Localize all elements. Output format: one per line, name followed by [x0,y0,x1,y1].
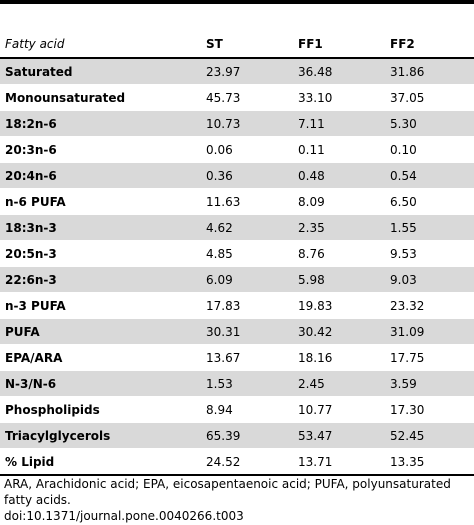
row-label: n-6 PUFA [0,188,201,215]
doi-text: doi:10.1371/journal.pone.0040266.t003 [4,509,244,523]
cell-value: 52.45 [385,422,474,449]
header-row: Fatty acid ST FF1 FF2 [0,31,474,59]
table-row: n-6 PUFA 11.63 8.09 6.50 [0,188,474,215]
row-label: 22:6n-3 [0,266,201,293]
row-label: N-3/N-6 [0,370,201,397]
cell-value: 3.59 [385,370,474,397]
column-header: Fatty acid [0,31,201,59]
column-header: FF1 [293,31,385,59]
cell-value: 36.48 [293,58,385,85]
cell-value: 0.10 [385,136,474,163]
cell-value: 1.53 [201,370,293,397]
fatty-acid-table: Fatty acid ST FF1 FF2 Saturated 23.97 36.4… [0,31,474,476]
cell-value: 2.35 [293,214,385,241]
cell-value: 30.42 [293,318,385,345]
table-footnote: ARA, Arachidonic acid; EPA, eicosapentae… [4,477,451,507]
cell-value: 10.77 [293,396,385,423]
table-row: PUFA 30.31 30.42 31.09 [0,318,474,345]
table-row: N-3/N-6 1.53 2.45 3.59 [0,370,474,397]
cell-value: 23.97 [201,58,293,85]
cell-value: 13.67 [201,344,293,371]
table-row: 20:4n-6 0.36 0.48 0.54 [0,162,474,189]
cell-value: 18.16 [293,344,385,371]
cell-value: 9.53 [385,240,474,267]
cell-value: 30.31 [201,318,293,345]
cell-value: 24.52 [201,448,293,476]
cell-value: 9.03 [385,266,474,293]
cell-value: 0.36 [201,162,293,189]
table-row: 22:6n-3 6.09 5.98 9.03 [0,266,474,293]
cell-value: 5.98 [293,266,385,293]
row-label: 18:2n-6 [0,110,201,137]
cell-value: 23.32 [385,292,474,319]
table-row: EPA/ARA 13.67 18.16 17.75 [0,344,474,371]
cell-value: 4.62 [201,214,293,241]
row-label: 20:3n-6 [0,136,201,163]
cell-value: 13.71 [293,448,385,476]
table-row: n-3 PUFA 17.83 19.83 23.32 [0,292,474,319]
cell-value: 5.30 [385,110,474,137]
cell-value: 4.85 [201,240,293,267]
cell-value: 7.11 [293,110,385,137]
row-label: Saturated [0,58,201,85]
table-row: Saturated 23.97 36.48 31.86 [0,58,474,85]
row-label: % Lipid [0,448,201,476]
cell-value: 8.76 [293,240,385,267]
row-label: 20:4n-6 [0,162,201,189]
row-label: 20:5n-3 [0,240,201,267]
table-row: Phospholipids 8.94 10.77 17.30 [0,396,474,423]
cell-value: 53.47 [293,422,385,449]
top-rule [0,0,474,4]
cell-value: 31.09 [385,318,474,345]
cell-value: 0.06 [201,136,293,163]
cell-value: 45.73 [201,84,293,111]
cell-value: 6.50 [385,188,474,215]
row-label: Triacylglycerols [0,422,201,449]
cell-value: 11.63 [201,188,293,215]
cell-value: 33.10 [293,84,385,111]
cell-value: 6.09 [201,266,293,293]
cell-value: 19.83 [293,292,385,319]
table-row: 18:2n-6 10.73 7.11 5.30 [0,110,474,137]
column-header: ST [201,31,293,59]
column-header: FF2 [385,31,474,59]
cell-value: 1.55 [385,214,474,241]
table-row: Triacylglycerols 65.39 53.47 52.45 [0,422,474,449]
row-label: 18:3n-3 [0,214,201,241]
cell-value: 13.35 [385,448,474,476]
cell-value: 0.11 [293,136,385,163]
cell-value: 8.94 [201,396,293,423]
row-label: EPA/ARA [0,344,201,371]
cell-value: 0.54 [385,162,474,189]
table-row: % Lipid 24.52 13.71 13.35 [0,448,474,476]
cell-value: 31.86 [385,58,474,85]
cell-value: 2.45 [293,370,385,397]
table-row: 18:3n-3 4.62 2.35 1.55 [0,214,474,241]
cell-value: 17.30 [385,396,474,423]
cell-value: 17.75 [385,344,474,371]
cell-value: 65.39 [201,422,293,449]
cell-value: 10.73 [201,110,293,137]
table-row: 20:3n-6 0.06 0.11 0.10 [0,136,474,163]
table-row: Monounsaturated 45.73 33.10 37.05 [0,84,474,111]
table-row: 20:5n-3 4.85 8.76 9.53 [0,240,474,267]
cell-value: 8.09 [293,188,385,215]
row-label: Phospholipids [0,396,201,423]
cell-value: 37.05 [385,84,474,111]
row-label: Monounsaturated [0,84,201,111]
row-label: PUFA [0,318,201,345]
cell-value: 0.48 [293,162,385,189]
row-label: n-3 PUFA [0,292,201,319]
cell-value: 17.83 [201,292,293,319]
